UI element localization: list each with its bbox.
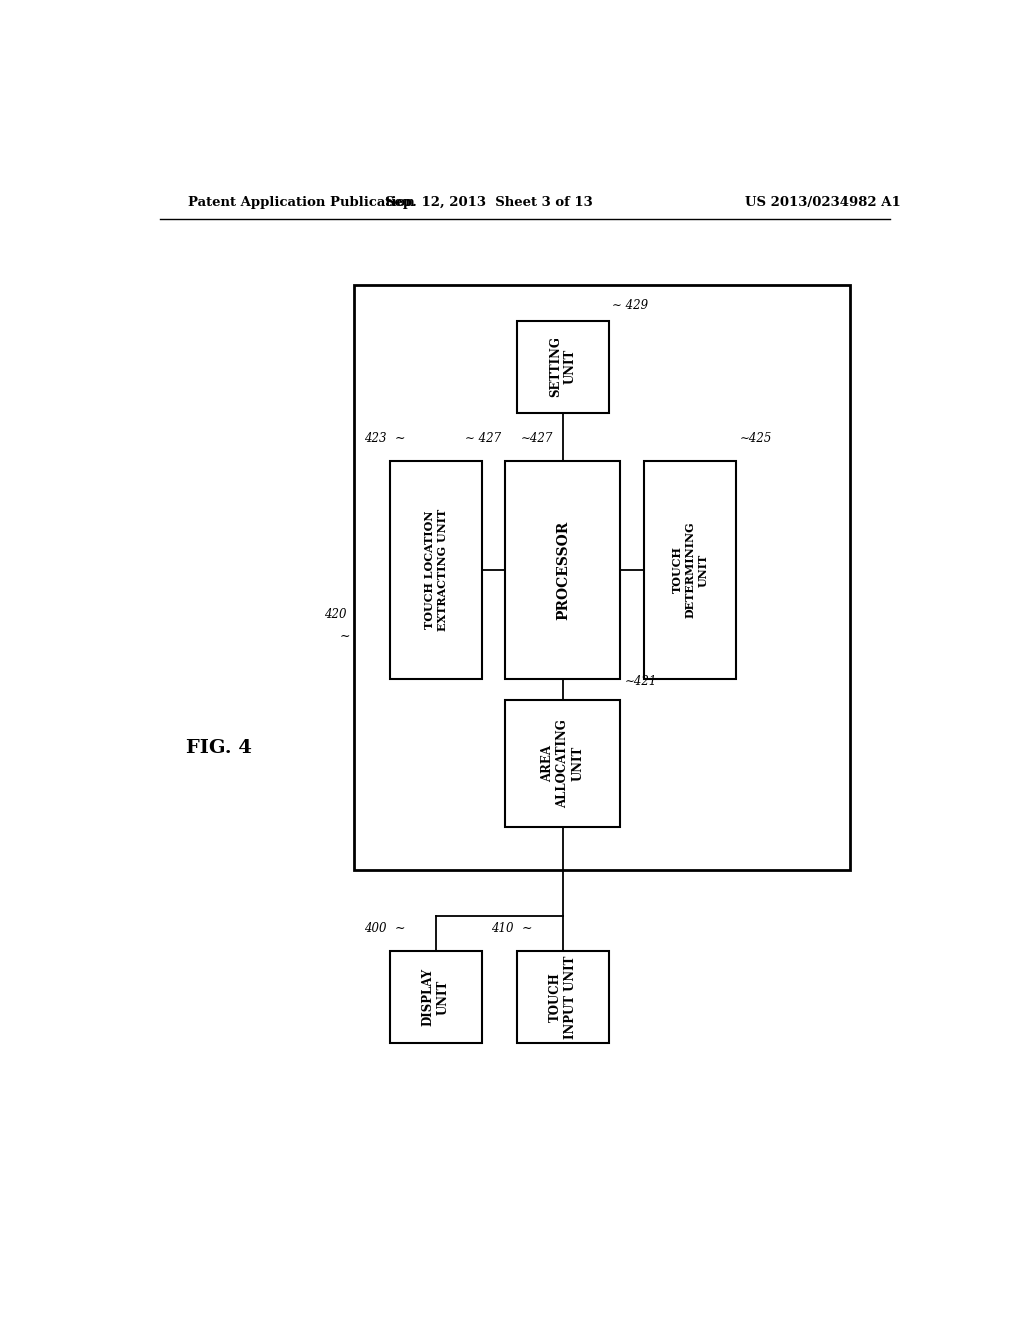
Bar [644, 461, 735, 680]
Text: ∼: ∼ [394, 923, 404, 936]
Text: ∼427: ∼427 [521, 432, 554, 445]
Text: TOUCH LOCATION
EXTRACTING UNIT: TOUCH LOCATION EXTRACTING UNIT [424, 510, 447, 631]
Text: ∼425: ∼425 [739, 432, 772, 445]
Text: ∼: ∼ [394, 432, 404, 445]
Text: TOUCH
DETERMINING
UNIT: TOUCH DETERMINING UNIT [672, 521, 709, 618]
Text: ∼421: ∼421 [625, 675, 656, 688]
Bar [354, 285, 850, 870]
Text: SETTING
UNIT: SETTING UNIT [549, 337, 577, 397]
Text: PROCESSOR: PROCESSOR [556, 520, 570, 619]
Text: ∼: ∼ [340, 630, 350, 643]
Text: ∼ 427: ∼ 427 [465, 432, 502, 445]
Bar [517, 952, 608, 1043]
Text: 420: 420 [324, 607, 346, 620]
Bar [506, 461, 621, 680]
Text: 400: 400 [364, 923, 386, 936]
Bar [390, 952, 481, 1043]
Text: DISPLAY
UNIT: DISPLAY UNIT [422, 968, 450, 1026]
Text: Sep. 12, 2013  Sheet 3 of 13: Sep. 12, 2013 Sheet 3 of 13 [385, 195, 593, 209]
Text: ∼: ∼ [521, 923, 531, 936]
Text: US 2013/0234982 A1: US 2013/0234982 A1 [744, 195, 900, 209]
Text: AREA
ALLOCATING
UNIT: AREA ALLOCATING UNIT [542, 719, 585, 808]
Text: ∼ 429: ∼ 429 [612, 300, 648, 313]
Bar [517, 321, 608, 412]
Text: FIG. 4: FIG. 4 [186, 739, 252, 756]
Bar [506, 700, 621, 826]
Bar [390, 461, 481, 680]
Text: Patent Application Publication: Patent Application Publication [187, 195, 415, 209]
Text: TOUCH
INPUT UNIT: TOUCH INPUT UNIT [549, 956, 577, 1039]
Text: 423: 423 [364, 432, 386, 445]
Text: 410: 410 [490, 923, 513, 936]
